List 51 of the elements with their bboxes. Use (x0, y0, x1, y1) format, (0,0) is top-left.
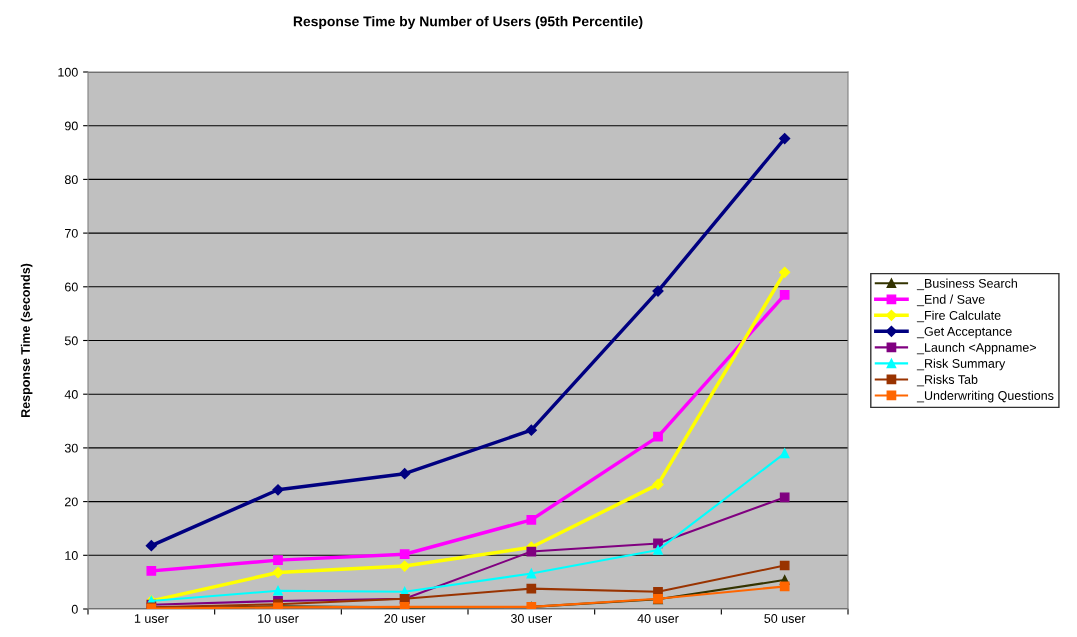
legend-label: _End / Save (916, 294, 985, 307)
point (526, 546, 537, 557)
point (145, 540, 157, 552)
point (653, 545, 663, 555)
point (779, 581, 790, 592)
y-tick-label: 80 (64, 175, 78, 185)
y-tick-label: 50 (64, 336, 78, 346)
point (273, 555, 283, 565)
y-tick-label: 100 (58, 67, 78, 77)
x-tick-label: 1 user (134, 614, 169, 623)
point (146, 566, 157, 576)
point (526, 514, 537, 525)
y-tick-label: 10 (65, 551, 78, 560)
legend-label: _Launch <Appname> (916, 342, 1036, 355)
y-tick-label: 90 (64, 121, 78, 131)
point (652, 478, 664, 491)
legend-label: _Underwriting Questions (916, 390, 1054, 403)
point (779, 560, 790, 571)
legend-label: _Get Acceptance (916, 326, 1012, 339)
x-tick-label: 50 user (764, 614, 806, 623)
x-tick-label: 30 user (510, 614, 552, 623)
chart-title: Response Time by Number of Users (95th Percentile) (293, 16, 643, 30)
y-tick-label: 30 (64, 443, 78, 453)
point (779, 492, 790, 503)
point (779, 266, 791, 278)
point (779, 448, 790, 459)
x-tick-label: 20 user (384, 614, 426, 623)
point (779, 132, 791, 145)
point (399, 549, 410, 560)
legend-label: _Risks Tab (916, 374, 978, 387)
point (272, 566, 284, 579)
point (526, 568, 537, 579)
y-tick-label: 60 (65, 282, 78, 292)
point (525, 424, 537, 436)
point (526, 583, 537, 594)
legend-label: _Risk Summary (916, 358, 1006, 371)
legend-label: _Business Search (916, 278, 1017, 291)
point (273, 585, 283, 596)
point (272, 484, 284, 496)
y-tick-label: 70 (65, 228, 78, 238)
y-tick-label: 40 (64, 390, 78, 399)
x-tick-label: 10 user (258, 614, 299, 623)
y-tick-label: 20 (65, 497, 78, 507)
point (653, 431, 663, 442)
y-axis-title: Response Time (seconds) (20, 263, 33, 417)
point (399, 560, 411, 572)
point (399, 468, 411, 480)
y-tick-label: 0 (71, 604, 78, 614)
x-tick-label: 40 user (637, 614, 679, 623)
point (779, 289, 790, 300)
legend-label: _Fire Calculate (916, 310, 1001, 323)
